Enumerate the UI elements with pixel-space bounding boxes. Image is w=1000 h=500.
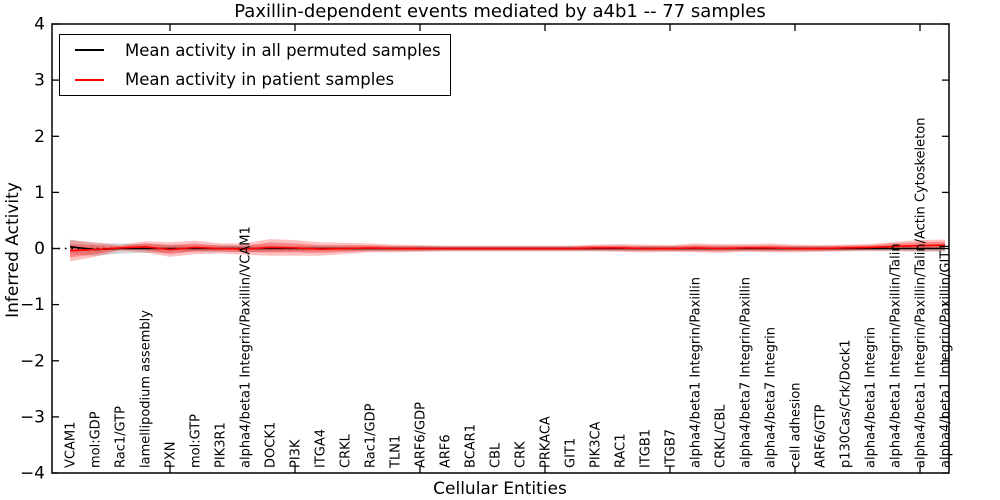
category-label: RAC1 (614, 433, 629, 468)
category-label: PRKACA (539, 416, 554, 468)
category-label: mol:GDP (89, 411, 104, 468)
chart-title: Paxillin-dependent events mediated by a4… (234, 1, 766, 22)
category-label: alpha4/beta1 Integrin/Paxillin/Talin (889, 243, 904, 468)
y-tick-label: 4 (34, 15, 45, 35)
y-tick-label: 2 (34, 127, 45, 147)
category-label: PXN (164, 442, 179, 468)
category-label: CRKL (339, 433, 354, 468)
category-label: alpha4/beta1 Integrin/Paxillin (689, 277, 704, 468)
category-label: alpha4/beta1 Integrin/Paxillin/Talin/Act… (914, 118, 929, 468)
category-label: alpha4/beta7 Integrin/Paxillin (739, 277, 754, 468)
category-label: lamellipodium assembly (139, 310, 154, 468)
category-label: PIK3R1 (214, 422, 229, 468)
category-label: alpha4/beta1 Integrin (864, 327, 879, 468)
category-label: Rac1/GDP (364, 403, 379, 468)
patient-mean-line (69, 244, 946, 252)
category-label: alpha4/beta1 Integrin/Paxillin/VCAM1 (239, 226, 254, 468)
y-tick-label: −1 (20, 295, 45, 315)
y-tick-label: −2 (20, 351, 45, 371)
category-label: GIT1 (564, 438, 579, 468)
category-label: ITGB1 (639, 429, 654, 468)
category-label: alpha4/beta7 Integrin (764, 327, 779, 468)
y-tick-label: −4 (20, 464, 45, 484)
category-label: mol:GTP (189, 414, 204, 468)
category-label: alpha4/beta1 Integrin/Paxillin/GIT1 (939, 242, 954, 468)
category-label: DOCK1 (264, 422, 279, 468)
legend-item-permuted: Mean activity in all permuted samples (60, 36, 450, 64)
patient-range-inner-band (70, 241, 945, 258)
legend-item-patient: Mean activity in patient samples (60, 66, 450, 94)
y-tick-label: 0 (34, 239, 45, 259)
category-label: cell adhesion (789, 382, 804, 468)
patient-line-swatch (75, 78, 104, 81)
category-label: CRKL/CBL (714, 404, 729, 468)
category-label: ARF6 (439, 434, 454, 468)
x-axis-label: Cellular Entities (433, 479, 567, 499)
legend-label-patient: Mean activity in patient samples (125, 70, 395, 90)
category-label: ARF6/GDP (414, 402, 429, 468)
y-tick-label: −3 (20, 407, 45, 427)
category-label: PIK3CA (589, 421, 604, 468)
category-label: ITGB7 (664, 429, 679, 468)
y-tick-label: 1 (34, 183, 45, 203)
y-tick-label: 3 (34, 71, 45, 91)
patient-range-outer-band (70, 239, 945, 262)
category-label: TLN1 (389, 435, 404, 469)
category-label: BCAR1 (464, 424, 479, 468)
category-label: ARF6/GTP (814, 404, 829, 468)
legend: Mean activity in all permuted samples Me… (59, 34, 451, 96)
category-label: Rac1/GTP (114, 406, 129, 468)
axes-frame (51, 23, 950, 474)
category-label: CRK (514, 441, 529, 468)
permuted-range-band (70, 239, 945, 256)
category-label: ITGA4 (314, 429, 329, 468)
category-label: PI3K (289, 439, 304, 468)
category-label: VCAM1 (64, 422, 79, 468)
category-label: CBL (489, 442, 504, 468)
legend-label-permuted: Mean activity in all permuted samples (125, 40, 441, 60)
category-label: p130Cas/Crk/Dock1 (839, 339, 854, 468)
permuted-line-swatch (75, 49, 104, 52)
